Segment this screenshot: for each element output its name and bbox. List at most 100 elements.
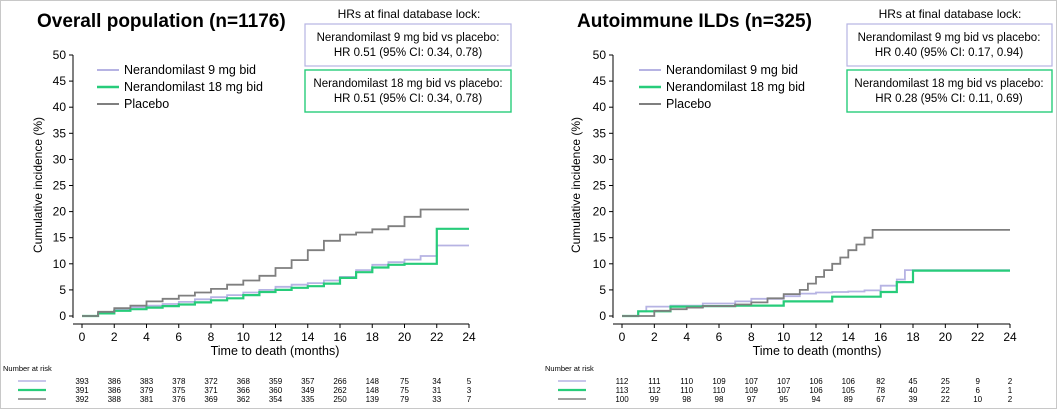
risk-cell: 366 bbox=[237, 386, 251, 395]
x-tick-label: 2 bbox=[651, 330, 658, 344]
hr-box-18mg-line2: HR 0.51 (95% CI: 0.34, 0.78) bbox=[334, 93, 482, 105]
risk-cell: 113 bbox=[616, 386, 629, 395]
chart-title: Autoimmune ILDs (n=325) bbox=[577, 11, 812, 32]
y-axis-label: Cumulative incidence (%) bbox=[31, 117, 45, 253]
hr-box-18mg-line1: Nerandomilast 18 mg bid vs placebo: bbox=[854, 78, 1043, 90]
risk-cell: 139 bbox=[366, 395, 380, 404]
risk-cell: 22 bbox=[941, 395, 950, 404]
risk-cell: 2 bbox=[1008, 395, 1013, 404]
risk-cell: 371 bbox=[204, 386, 218, 395]
y-tick-label: 40 bbox=[53, 100, 67, 114]
risk-cell: 393 bbox=[75, 377, 89, 386]
series-line-placebo bbox=[622, 229, 1010, 317]
x-tick-label: 18 bbox=[906, 330, 920, 344]
risk-cell: 1 bbox=[1008, 386, 1013, 395]
y-tick-label: 5 bbox=[599, 283, 606, 297]
risk-cell: 110 bbox=[713, 386, 726, 395]
risk-cell: 2 bbox=[1008, 377, 1013, 386]
y-tick-label: 20 bbox=[593, 205, 607, 219]
x-axis-label: Time to death (months) bbox=[753, 344, 882, 358]
x-tick-label: 6 bbox=[175, 330, 182, 344]
x-tick-label: 4 bbox=[683, 330, 690, 344]
y-tick-label: 15 bbox=[593, 231, 607, 245]
risk-cell: 39 bbox=[909, 395, 918, 404]
risk-cell: 148 bbox=[366, 377, 380, 386]
x-tick-label: 0 bbox=[619, 330, 626, 344]
risk-cell: 335 bbox=[301, 395, 315, 404]
y-tick-label: 45 bbox=[593, 74, 607, 88]
y-axis-label: Cumulative incidence (%) bbox=[569, 117, 583, 253]
x-tick-label: 20 bbox=[398, 330, 412, 344]
risk-cell: 95 bbox=[779, 395, 788, 404]
x-tick-label: 22 bbox=[430, 330, 444, 344]
legend-label-9mg: Nerandomilast 9 mg bid bbox=[124, 63, 256, 77]
risk-cell: 369 bbox=[204, 395, 218, 404]
y-tick-label: 20 bbox=[53, 205, 67, 219]
risk-cell: 100 bbox=[615, 395, 629, 404]
hr-title: HRs at final database lock: bbox=[879, 7, 1022, 21]
risk-cell: 372 bbox=[204, 377, 218, 386]
y-tick-label: 30 bbox=[53, 152, 67, 166]
y-tick-label: 10 bbox=[53, 257, 67, 271]
risk-cell: 25 bbox=[941, 377, 950, 386]
risk-cell: 99 bbox=[650, 395, 659, 404]
legend-label-9mg: Nerandomilast 9 mg bid bbox=[666, 63, 798, 77]
y-tick-label: 40 bbox=[593, 100, 607, 114]
x-tick-label: 10 bbox=[777, 330, 791, 344]
risk-cell: 109 bbox=[745, 386, 759, 395]
y-tick-label: 45 bbox=[53, 74, 67, 88]
risk-cell: 110 bbox=[680, 386, 693, 395]
risk-cell: 107 bbox=[745, 377, 759, 386]
x-tick-label: 16 bbox=[874, 330, 888, 344]
x-tick-label: 14 bbox=[301, 330, 315, 344]
series-line-18mg bbox=[622, 269, 1010, 318]
x-tick-label: 12 bbox=[269, 330, 283, 344]
risk-cell: 10 bbox=[973, 395, 982, 404]
risk-cell: 22 bbox=[941, 386, 950, 395]
y-tick-label: 25 bbox=[593, 179, 607, 193]
risk-cell: 250 bbox=[333, 395, 347, 404]
risk-cell: 106 bbox=[809, 377, 823, 386]
risk-cell: 359 bbox=[269, 377, 283, 386]
x-tick-label: 8 bbox=[748, 330, 755, 344]
x-tick-label: 20 bbox=[939, 330, 953, 344]
y-tick-label: 15 bbox=[53, 231, 67, 245]
risk-cell: 105 bbox=[842, 386, 856, 395]
risk-cell: 78 bbox=[876, 386, 885, 395]
risk-cell: 266 bbox=[333, 377, 347, 386]
legend-label-18mg: Nerandomilast 18 mg bid bbox=[124, 80, 263, 94]
risk-cell: 107 bbox=[777, 377, 791, 386]
risk-cell: 82 bbox=[876, 377, 885, 386]
chart-title: Overall population (n=1176) bbox=[37, 11, 286, 32]
risk-cell: 378 bbox=[172, 377, 186, 386]
risk-cell: 106 bbox=[842, 377, 856, 386]
risk-cell: 9 bbox=[975, 377, 980, 386]
risk-cell: 31 bbox=[432, 386, 441, 395]
autoimmune-ilds-chart: Autoimmune ILDs (n=325) HRs at final dat… bbox=[545, 7, 1053, 404]
x-tick-label: 2 bbox=[111, 330, 118, 344]
y-tick-label: 25 bbox=[53, 179, 67, 193]
x-tick-label: 6 bbox=[716, 330, 723, 344]
x-tick-label: 12 bbox=[809, 330, 823, 344]
risk-cell: 381 bbox=[140, 395, 154, 404]
risk-cell: 5 bbox=[467, 377, 472, 386]
x-tick-label: 22 bbox=[971, 330, 985, 344]
legend-label-placebo: Placebo bbox=[666, 97, 711, 111]
x-axis-label: Time to death (months) bbox=[211, 344, 340, 358]
overall-population-chart: Overall population (n=1176) HRs at final… bbox=[3, 7, 512, 404]
risk-cell: 106 bbox=[809, 386, 823, 395]
risk-cell: 79 bbox=[400, 395, 409, 404]
x-tick-label: 24 bbox=[462, 330, 476, 344]
hr-box-9mg bbox=[846, 23, 1053, 67]
risk-cell: 386 bbox=[108, 377, 122, 386]
risk-cell: 110 bbox=[680, 377, 693, 386]
risk-cell: 67 bbox=[876, 395, 885, 404]
risk-cell: 383 bbox=[140, 377, 154, 386]
risk-table-title: Number at risk bbox=[3, 364, 52, 373]
km-curves bbox=[622, 229, 1010, 318]
x-tick-label: 18 bbox=[366, 330, 380, 344]
x-tick-label: 0 bbox=[79, 330, 86, 344]
